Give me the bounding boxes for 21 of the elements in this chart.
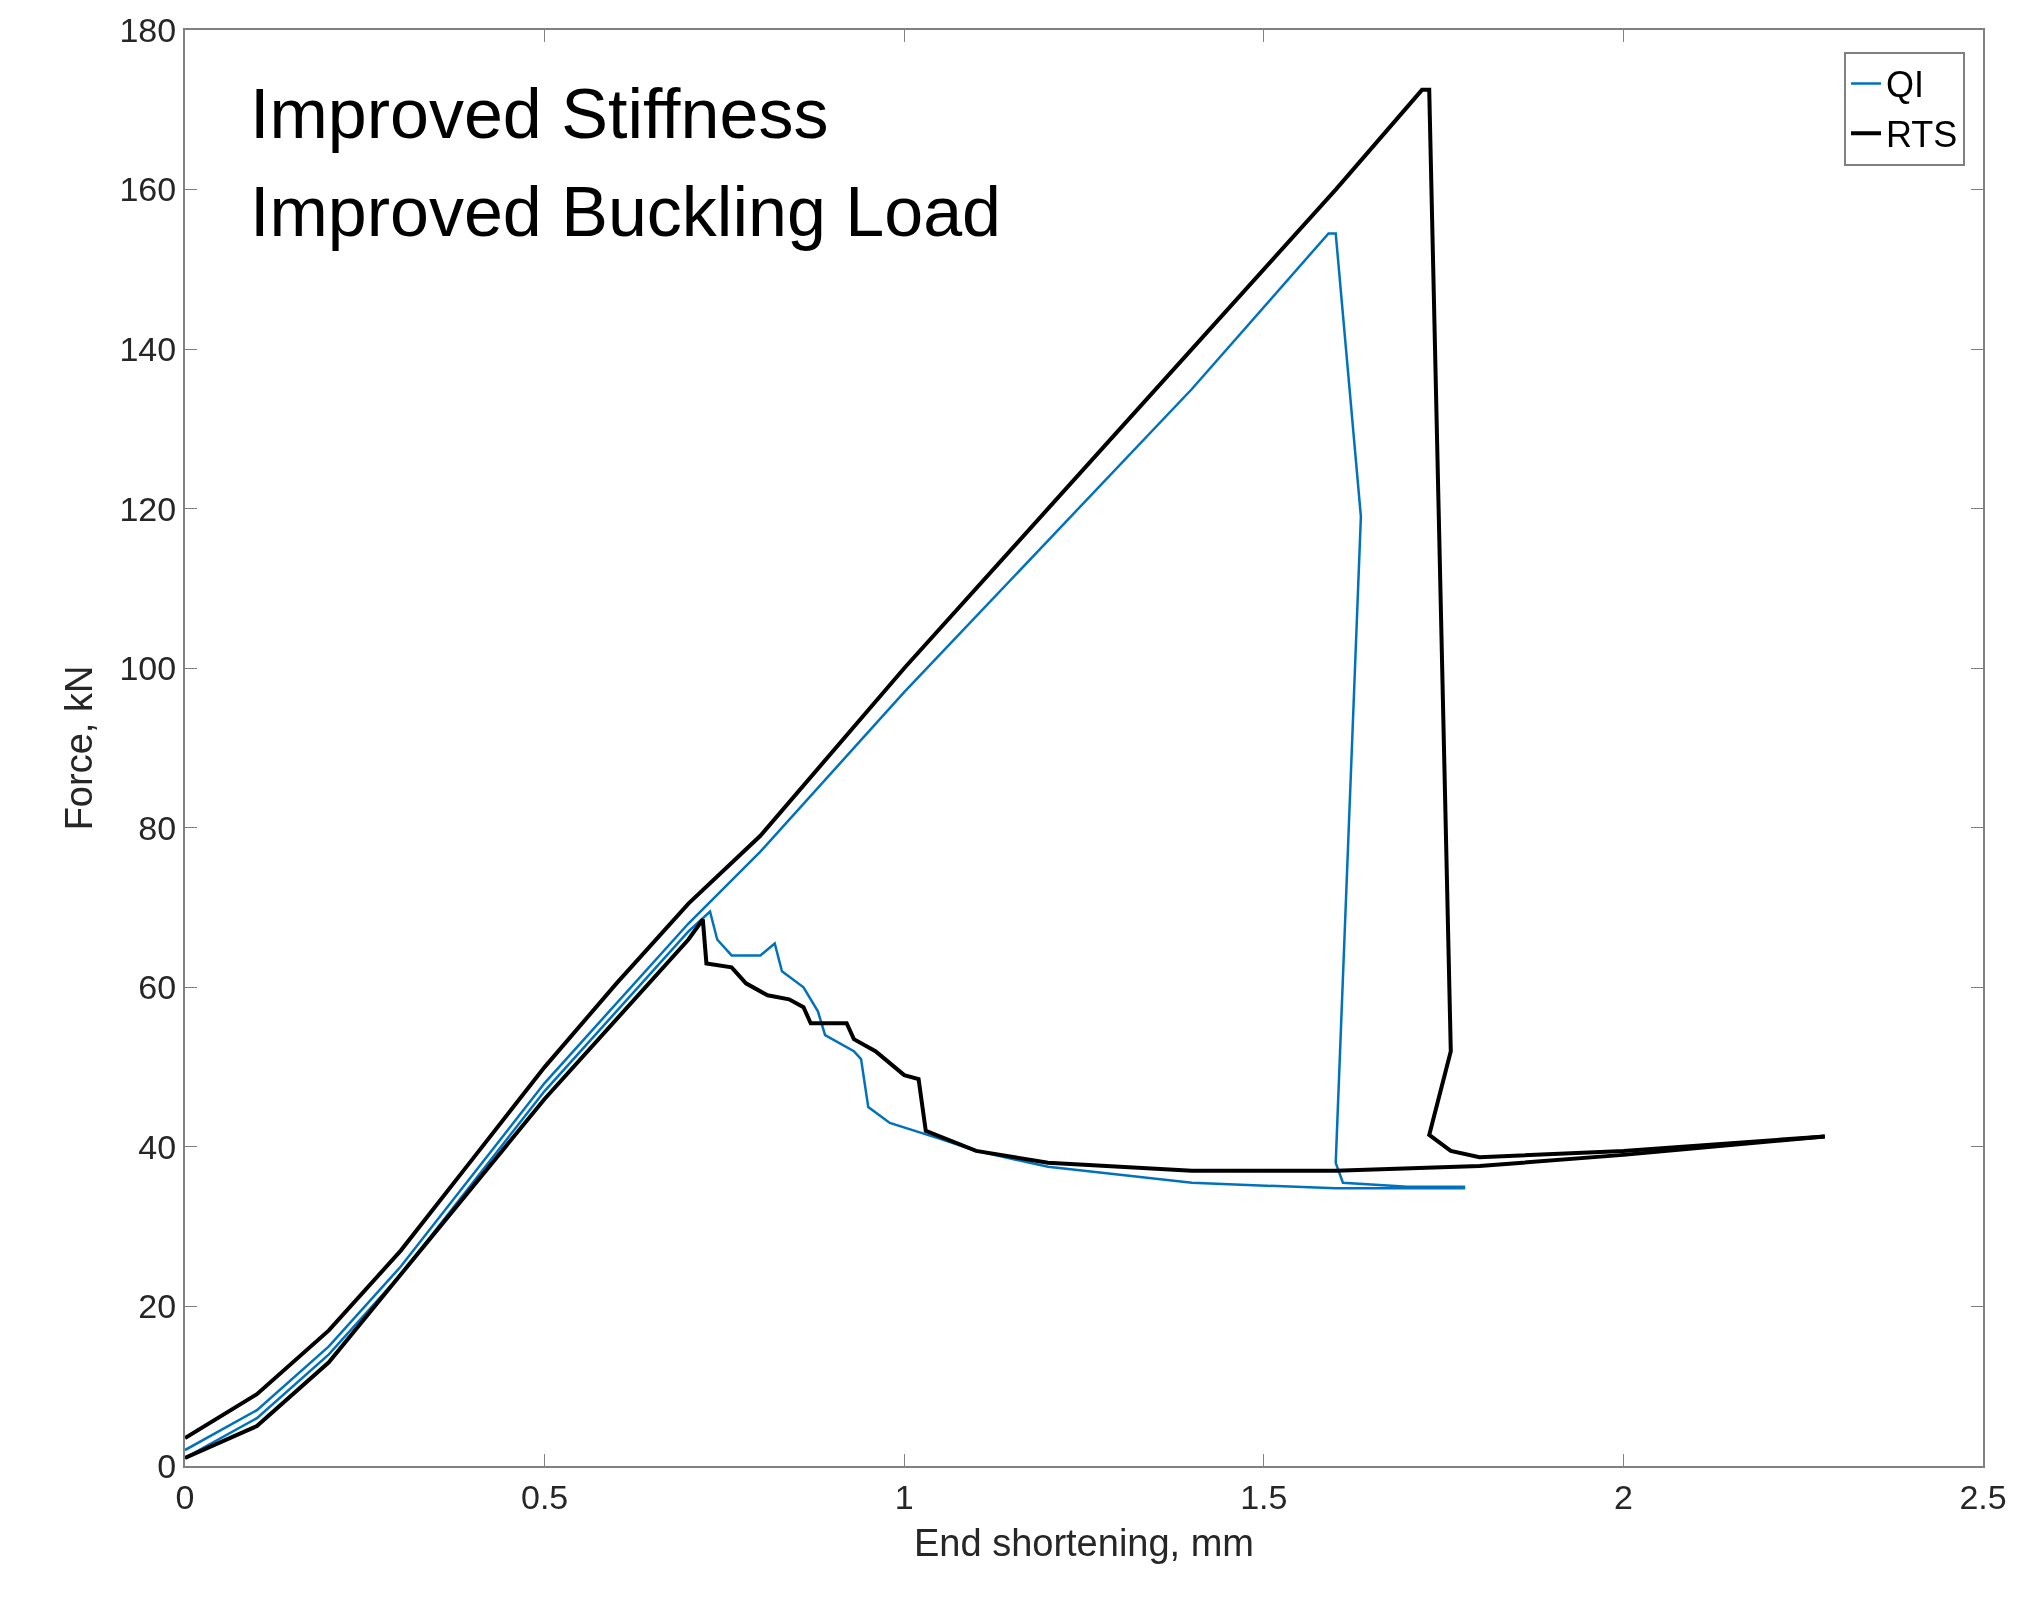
x-tick-label: 0.5	[520, 1477, 569, 1516]
annotation: Improved Stiffness	[250, 75, 829, 153]
y-tick-label: 120	[119, 489, 177, 528]
y-tick-label: 180	[119, 10, 177, 49]
y-tick-label: 0	[157, 1446, 177, 1485]
y-tick-label: 80	[138, 808, 177, 847]
y-axis-title: Force, kN	[58, 665, 101, 831]
x-tick-label: 1	[894, 1477, 914, 1516]
y-tick-label: 20	[138, 1287, 177, 1326]
x-tick-label: 2.5	[1959, 1477, 2007, 1516]
y-tick-label: 60	[138, 968, 177, 1007]
x-tick-label: 1.5	[1240, 1477, 1288, 1516]
x-axis-title: End shortening, mm	[913, 1522, 1255, 1565]
legend-label: QI	[1886, 64, 1925, 106]
annotation: Improved Buckling Load	[250, 173, 1001, 251]
y-tick-label: 160	[119, 170, 177, 209]
y-tick-label: 140	[119, 330, 177, 369]
y-tick-label: 100	[119, 649, 177, 688]
x-tick-label: 2	[1613, 1477, 1633, 1516]
legend-label: RTS	[1886, 114, 1958, 156]
y-tick-label: 40	[138, 1127, 177, 1166]
